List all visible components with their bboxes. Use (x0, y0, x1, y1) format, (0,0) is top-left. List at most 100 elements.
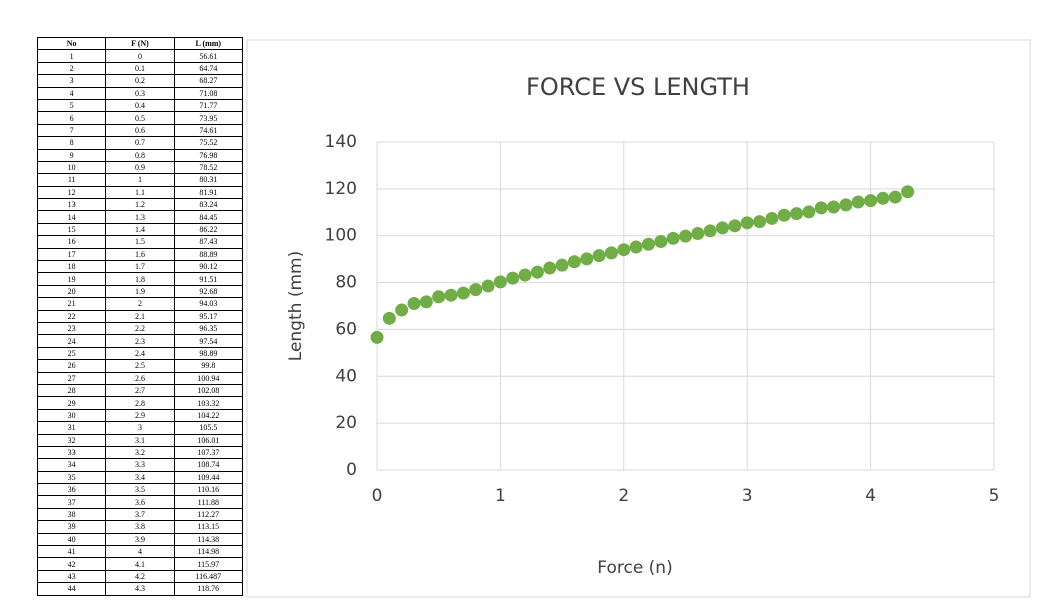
point (481, 279, 495, 293)
table-row: 25 2.4 98.89 (36, 346, 244, 361)
table-cell: 76.98 (173, 148, 244, 162)
table-cell: 42 (36, 557, 107, 571)
y-tick-label: 80 (335, 273, 357, 293)
table-row: 14 1.3 84.45 (36, 210, 244, 224)
table-cell: 1 (105, 173, 175, 187)
point (654, 234, 668, 248)
table-cell: 41 (36, 544, 107, 559)
point (543, 261, 557, 275)
table-row: 13 1.2 83.24 (36, 198, 244, 212)
point (888, 190, 902, 204)
table-cell: 87.43 (173, 235, 244, 249)
table-row: 39 3.8 113.15 (36, 520, 244, 534)
point (839, 198, 853, 212)
table-row: 20 1.9 92.68 (36, 284, 244, 299)
point (580, 252, 594, 266)
table-row: 36 3.5 110.16 (36, 483, 244, 497)
data-table: No F (N) L (mm) 1 0 56.61 2 0.1 64.74 3 0.2 68.27 4 0… (36, 36, 244, 596)
header-cell: F (N) (105, 36, 175, 51)
y-tick-label: 60 (335, 319, 357, 339)
table-cell: 44 (36, 582, 107, 596)
table-cell: 86.22 (173, 222, 244, 237)
table-row: 12 1.1 81.91 (36, 185, 244, 200)
point (506, 271, 520, 285)
table-row: 40 3.9 114.38 (36, 532, 244, 547)
table-row: 10 0.9 78.52 (36, 160, 244, 175)
table-row: 11 1 80.31 (36, 173, 244, 187)
y-tick-label: 100 (325, 226, 357, 246)
header-cell: L (mm) (173, 36, 244, 51)
point (469, 283, 483, 297)
table-row: 16 1.5 87.43 (36, 235, 244, 249)
table-row: 22 2.1 95.17 (36, 309, 244, 324)
table-cell: 0.6 (105, 123, 175, 138)
point (592, 249, 606, 263)
table-cell: 4.2 (105, 569, 175, 584)
table-cell: 4.1 (105, 557, 175, 571)
y-tick-label: 140 (325, 132, 357, 152)
table-row: 37 3.6 111.88 (36, 495, 244, 509)
table-cell: 0.9 (105, 160, 175, 175)
table-cell: 115.97 (173, 557, 244, 571)
point (444, 288, 458, 302)
table-row: 15 1.4 86.22 (36, 222, 244, 237)
point (703, 224, 717, 238)
table-cell: 81.91 (173, 185, 244, 200)
point (864, 194, 878, 208)
point (370, 330, 384, 344)
table-row: 3 0.2 68.27 (36, 74, 244, 88)
point (641, 237, 655, 251)
chart-title: FORCE VS LENGTH (526, 73, 750, 101)
x-tick-label: 1 (495, 486, 506, 506)
x-tick-label: 5 (989, 486, 1000, 506)
table-cell: 0.8 (105, 148, 175, 162)
point (567, 255, 581, 269)
table-row: 2 0.1 64.74 (36, 61, 244, 76)
table-row: 34 3.3 108.74 (36, 458, 244, 472)
point (777, 208, 791, 222)
point (666, 231, 680, 245)
header-cell: No (36, 36, 107, 51)
table-cell: 8 (36, 136, 107, 150)
table-cell: 84.45 (173, 210, 244, 224)
header-row: No F (N) L (mm) (36, 36, 244, 51)
point (530, 265, 544, 279)
table-row: 9 0.8 76.98 (36, 148, 244, 162)
chart-border (246, 39, 1031, 598)
point (679, 229, 692, 243)
table-row: 1 0 56.61 (36, 49, 244, 63)
y-tick-label: 20 (335, 413, 357, 433)
table-row: 44 4.3 118.76 (36, 582, 244, 596)
table-cell: 118.76 (173, 582, 244, 596)
point (629, 240, 643, 254)
point (728, 219, 742, 233)
point (691, 227, 705, 241)
table-cell: 113.15 (173, 520, 244, 534)
table-cell: 4.3 (105, 582, 175, 596)
table-row: 32 3.1 106.01 (36, 433, 244, 447)
table-row: 7 0.6 74.61 (36, 123, 244, 138)
y-tick-label: 120 (325, 179, 357, 199)
point (790, 207, 804, 221)
point (617, 243, 631, 257)
table-row: 35 3.4 109.44 (36, 470, 244, 485)
table-row: 38 3.7 112.27 (36, 507, 244, 522)
point (604, 246, 618, 260)
table-cell: 74.61 (173, 123, 244, 138)
x-axis-label: Force (n) (597, 558, 672, 578)
x-tick-label: 4 (865, 486, 876, 506)
table-cell: 12 (36, 185, 107, 200)
y-tick-label: 40 (335, 366, 357, 386)
table-row: 5 0.4 71.77 (36, 98, 244, 113)
point (518, 268, 532, 282)
point (901, 185, 915, 199)
table-row: 41 4 114.98 (36, 544, 244, 559)
table-cell: 114.98 (173, 544, 244, 559)
point (753, 215, 767, 229)
point (432, 290, 446, 304)
table-cell: 56.61 (173, 49, 244, 63)
y-tick-label: 0 (346, 460, 357, 480)
point (740, 216, 754, 230)
